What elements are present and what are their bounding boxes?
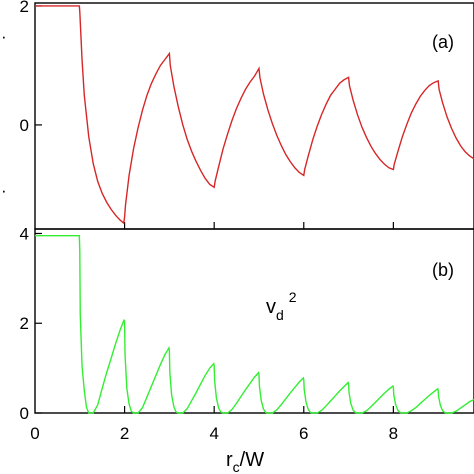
panel-b-annotation: vd2 [266,289,297,323]
panel-b-ticks: 0 2 4 0 2 4 6 8 [20,224,399,443]
annotation-subscript: d [276,307,284,323]
panel-b-series-line [35,235,474,414]
panel-b-ytick-label: 0 [20,404,29,423]
panel-a-ticks: 02 [20,0,394,229]
panel-b-ytick-label: 4 [20,224,29,243]
panel-a-series-line [35,5,474,225]
panel-b-xtick-label: 6 [299,424,308,443]
xlabel-subscript: c [233,459,240,474]
panel-b-xtick-label: 4 [209,424,218,443]
panel-b-frame [34,228,474,414]
panel-a-ytick-label: 2 [20,0,29,16]
annotation-superscript: 2 [289,289,297,305]
edge-mark-top: · [1,27,7,46]
panel-b-label: (b) [432,260,454,280]
panel-b-xtick-label: 8 [389,424,398,443]
panel-a-label: (a) [432,32,454,52]
panel-a: 02 (a) [20,0,474,230]
panel-b-xtick-label: 0 [30,424,39,443]
xlabel-tail: /W [240,449,265,471]
panel-a-ytick-label: 0 [20,116,29,135]
annotation-base: v [266,296,276,318]
x-axis-label: rc/W [226,449,264,474]
panel-b-xtick-label: 2 [120,424,129,443]
panel-b-ytick-label: 2 [20,314,29,333]
edge-mark-mid: · [1,181,7,200]
xlabel-base: r [226,449,233,471]
panel-a-frame [34,2,474,230]
